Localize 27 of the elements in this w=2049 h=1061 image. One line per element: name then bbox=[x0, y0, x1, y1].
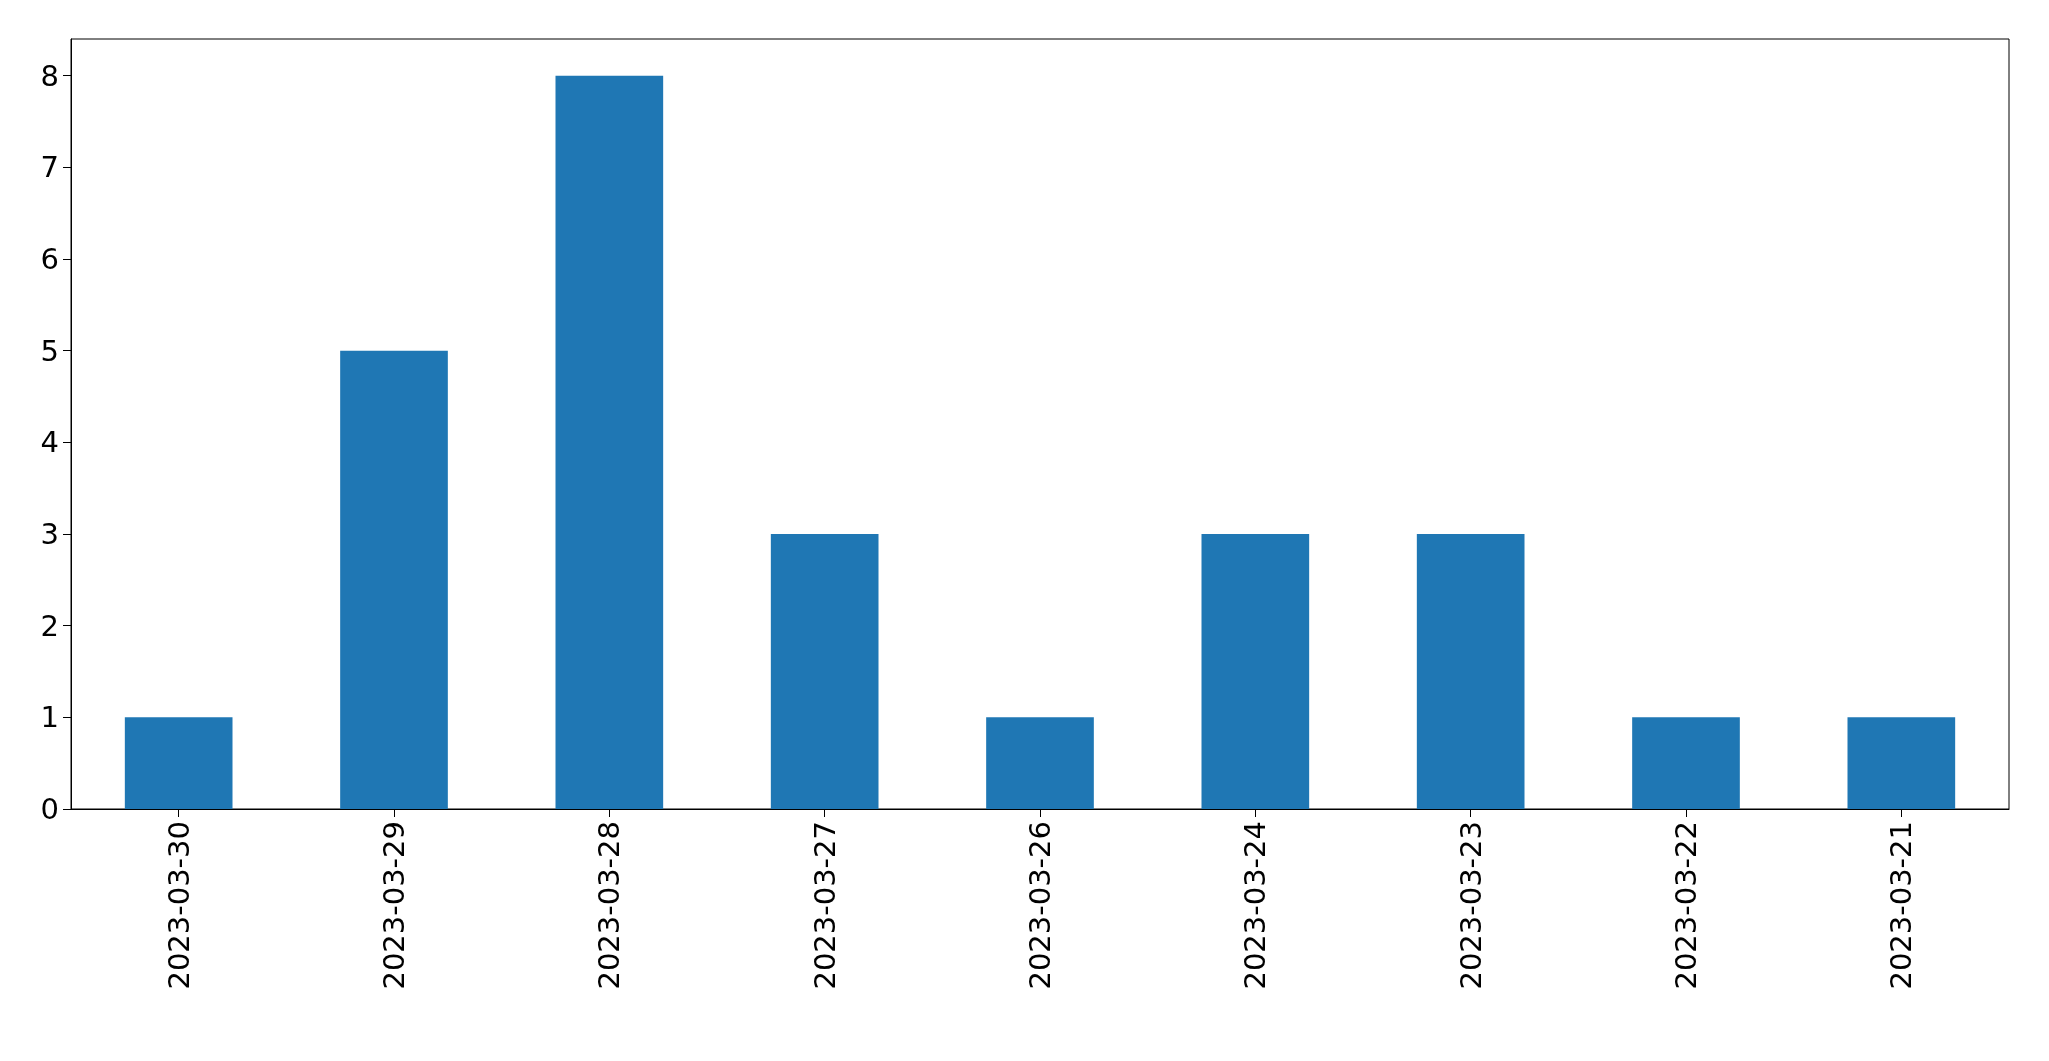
x-tick-label: 2023-03-30 bbox=[161, 821, 196, 990]
y-tick-label: 2 bbox=[40, 608, 59, 643]
y-tick-label: 1 bbox=[40, 700, 59, 735]
x-tick-label: 2023-03-29 bbox=[377, 821, 411, 990]
y-tick-label: 4 bbox=[40, 425, 59, 460]
bar bbox=[124, 717, 233, 809]
x-tick-label: 2023-03-28 bbox=[592, 821, 627, 990]
y-tick-label: 7 bbox=[40, 150, 59, 185]
bar bbox=[770, 534, 879, 809]
x-tick-label: 2023-03-24 bbox=[1238, 821, 1273, 990]
bar bbox=[1632, 717, 1740, 809]
y-tick-label: 0 bbox=[40, 792, 59, 826]
bar bbox=[340, 350, 448, 809]
x-tick-label: 2023-03-22 bbox=[1669, 821, 1703, 990]
bar bbox=[1847, 717, 1956, 809]
y-tick-label: 3 bbox=[40, 517, 59, 551]
bar bbox=[1416, 534, 1525, 809]
bar bbox=[1201, 534, 1310, 809]
x-tick-label: 2023-03-26 bbox=[1023, 821, 1057, 990]
x-tick-label: 2023-03-23 bbox=[1453, 821, 1488, 990]
y-tick-label: 6 bbox=[40, 242, 59, 276]
bar bbox=[986, 717, 1094, 809]
x-tick-label: 2023-03-21 bbox=[1884, 821, 1919, 990]
y-tick-label: 8 bbox=[40, 58, 59, 93]
y-tick-label: 5 bbox=[40, 333, 59, 368]
bar bbox=[555, 75, 664, 809]
x-tick-label: 2023-03-27 bbox=[807, 821, 842, 990]
